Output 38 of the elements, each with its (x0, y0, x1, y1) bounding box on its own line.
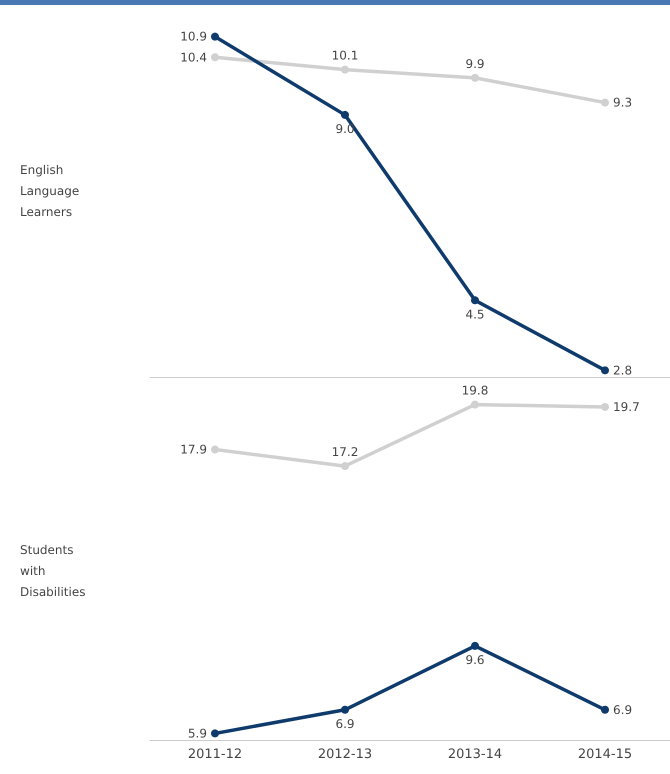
data-label: 19.7 (613, 400, 640, 414)
data-label: 9.6 (465, 652, 485, 667)
data-label: 9.3 (613, 96, 632, 110)
point (211, 446, 219, 454)
data-label: 10.9 (180, 30, 207, 44)
point (341, 462, 349, 470)
data-label: 10.4 (180, 50, 207, 64)
point (211, 53, 219, 62)
x-tick-label: 2014-15 (578, 747, 632, 762)
data-label: 6.9 (613, 702, 632, 717)
point (211, 729, 219, 738)
point (341, 66, 349, 74)
data-label: 9.0 (335, 122, 355, 136)
y-axis-title: Students with Disabilities (20, 542, 86, 601)
data-label: 4.5 (465, 307, 485, 322)
data-label: 6.9 (335, 716, 355, 731)
point (211, 32, 219, 41)
point (601, 706, 609, 714)
data-label: 2.8 (613, 363, 632, 378)
data-label: 9.9 (465, 56, 485, 71)
point (601, 366, 609, 374)
data-label: 19.8 (462, 384, 488, 398)
point (341, 110, 349, 119)
point (601, 98, 609, 107)
point (601, 402, 609, 411)
y-axis-title: English Language Learners (20, 162, 80, 221)
x-tick-label: 2011-12 (188, 747, 242, 762)
data-label: 17.9 (180, 442, 207, 457)
data-label: 10.1 (332, 48, 358, 63)
data-label: 5.9 (188, 726, 207, 740)
data-label: 17.2 (332, 445, 358, 460)
point (471, 642, 479, 650)
x-tick-label: 2012-13 (318, 747, 372, 762)
point (471, 400, 479, 409)
point (341, 706, 349, 714)
point (471, 296, 479, 304)
point (471, 74, 479, 82)
x-tick-label: 2013-14 (448, 747, 502, 762)
